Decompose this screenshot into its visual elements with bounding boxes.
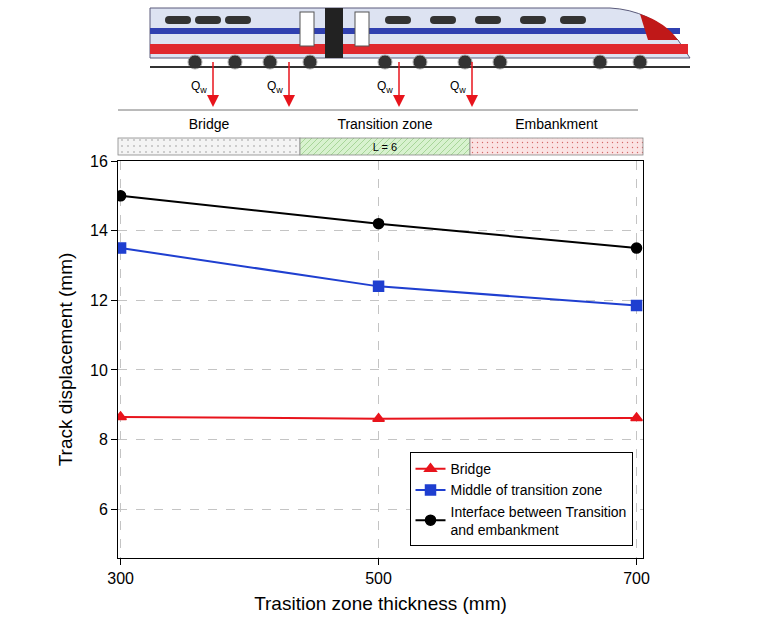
svg-text:Track displacement (mm): Track displacement (mm): [55, 253, 76, 467]
svg-text:16: 16: [90, 153, 108, 170]
svg-text:300: 300: [107, 570, 134, 587]
svg-text:Qw: Qw: [191, 79, 207, 95]
svg-text:Bridge: Bridge: [189, 116, 230, 132]
svg-text:Qw: Qw: [450, 79, 466, 95]
svg-text:14: 14: [90, 222, 108, 239]
svg-text:Qw: Qw: [267, 79, 283, 95]
svg-text:8: 8: [99, 431, 108, 448]
svg-text:Interface between Transitionan: Interface between Transitionand embankme…: [451, 504, 627, 538]
svg-text:Qw: Qw: [377, 79, 393, 95]
svg-text:500: 500: [365, 570, 392, 587]
svg-text:Bridge: Bridge: [451, 461, 492, 477]
svg-text:12: 12: [90, 292, 108, 309]
svg-text:6: 6: [99, 501, 108, 518]
svg-text:Transition zone: Transition zone: [337, 116, 432, 132]
svg-text:Middle of transition zone: Middle of transition zone: [451, 482, 603, 498]
svg-text:700: 700: [623, 570, 650, 587]
svg-text:Embankment: Embankment: [515, 116, 598, 132]
svg-text:10: 10: [90, 362, 108, 379]
svg-text:Trasition zone thickness (mm): Trasition zone thickness (mm): [254, 593, 507, 614]
svg-text:L = 6: L = 6: [373, 141, 397, 153]
